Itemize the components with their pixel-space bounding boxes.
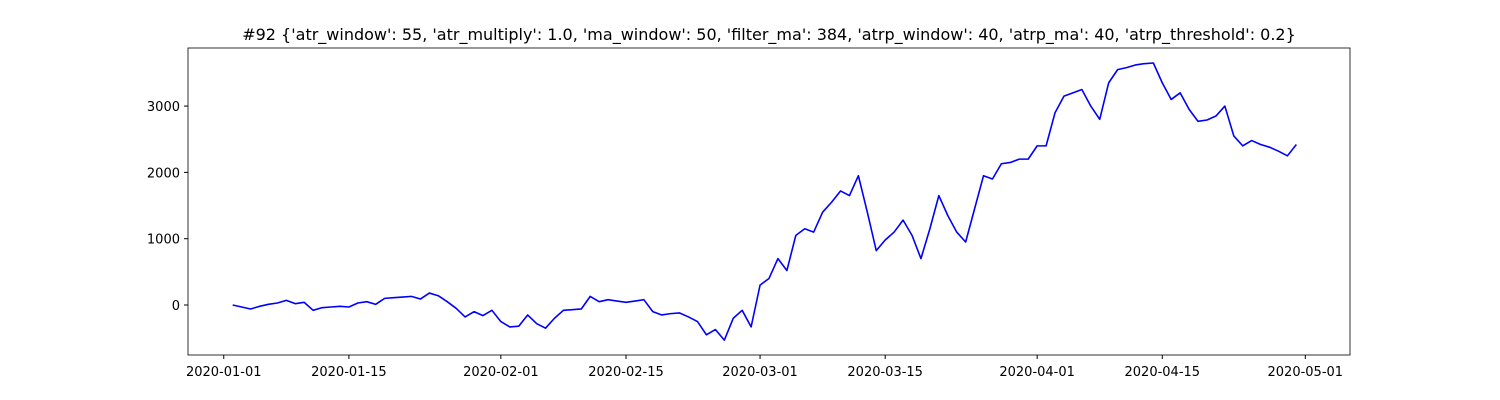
x-tick-label: 2020-02-01 xyxy=(463,365,539,380)
y-tick-label: 0 xyxy=(172,299,180,314)
x-tick-label: 2020-03-01 xyxy=(722,365,798,380)
x-tick-label: 2020-05-01 xyxy=(1268,365,1344,380)
chart-title: #92 {'atr_window': 55, 'atr_multiply': 1… xyxy=(242,25,1296,45)
x-tick-label: 2020-03-15 xyxy=(847,365,923,380)
x-tick-label: 2020-01-15 xyxy=(311,365,387,380)
y-tick-label: 3000 xyxy=(147,100,180,115)
y-tick-label: 2000 xyxy=(147,166,180,181)
y-tick-label: 1000 xyxy=(147,233,180,248)
x-tick-label: 2020-04-01 xyxy=(999,365,1075,380)
x-tick-label: 2020-01-01 xyxy=(186,365,262,380)
line xyxy=(232,62,1297,341)
axes-frame xyxy=(187,47,1351,356)
x-tick-label: 2020-02-15 xyxy=(588,365,664,380)
x-tick-label: 2020-04-15 xyxy=(1125,365,1201,380)
